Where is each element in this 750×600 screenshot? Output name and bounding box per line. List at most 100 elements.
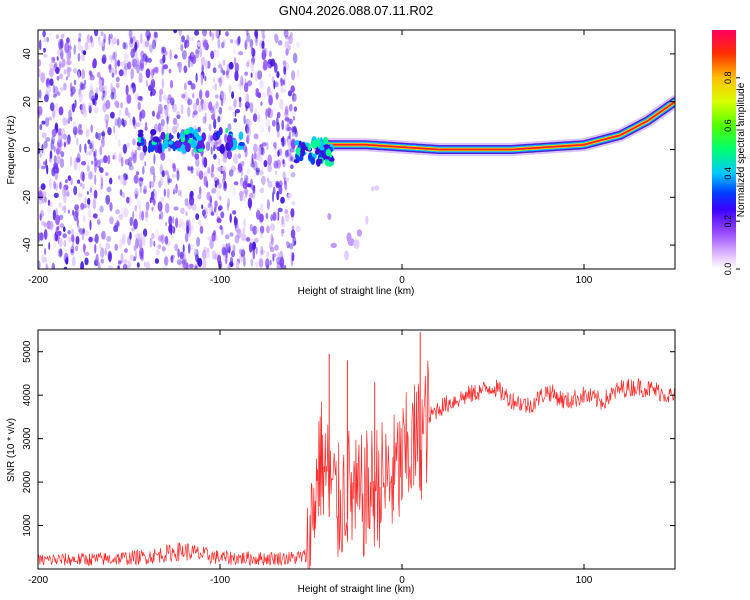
noise-blob bbox=[67, 209, 70, 214]
noise-blob bbox=[186, 34, 190, 44]
signal-blob bbox=[180, 136, 185, 143]
noise-blob bbox=[99, 186, 102, 195]
noise-blob bbox=[72, 67, 78, 74]
noise-blob bbox=[242, 180, 248, 190]
noise-blob bbox=[274, 244, 279, 251]
noise-blob bbox=[100, 247, 105, 258]
noise-blob bbox=[128, 39, 134, 48]
noise-blob bbox=[282, 159, 285, 165]
noise-blob bbox=[231, 165, 236, 172]
noise-blob bbox=[67, 117, 71, 125]
noise-blob bbox=[281, 119, 285, 131]
noise-blob bbox=[275, 116, 279, 126]
noise-blob bbox=[98, 85, 104, 93]
noise-blob bbox=[292, 116, 296, 121]
noise-blob bbox=[140, 254, 145, 262]
noise-blob bbox=[222, 70, 226, 76]
noise-blob bbox=[79, 81, 84, 91]
noise-blob bbox=[113, 51, 118, 60]
noise-blob bbox=[112, 37, 117, 45]
noise-blob bbox=[237, 153, 242, 159]
noise-blob bbox=[56, 75, 60, 81]
noise-blob bbox=[188, 263, 194, 269]
noise-blob bbox=[100, 258, 105, 264]
signal-blob bbox=[319, 141, 325, 151]
noise-blob bbox=[107, 250, 113, 262]
noise-blob bbox=[194, 265, 198, 269]
noise-blob bbox=[114, 130, 119, 141]
noise-blob bbox=[70, 245, 75, 256]
noise-blob bbox=[151, 39, 157, 50]
noise-blob bbox=[209, 30, 212, 37]
noise-blob bbox=[153, 190, 157, 200]
noise-blob bbox=[210, 211, 215, 216]
noise-blob bbox=[153, 153, 156, 165]
snr-ytick-label: 2000 bbox=[22, 471, 33, 494]
noise-blob bbox=[255, 261, 259, 268]
noise-blob bbox=[75, 157, 81, 163]
noise-blob bbox=[131, 148, 134, 159]
noise-blob bbox=[276, 71, 280, 79]
noise-blob bbox=[205, 253, 211, 259]
noise-blob bbox=[233, 48, 236, 55]
noise-blob bbox=[173, 187, 179, 193]
noise-blob bbox=[227, 197, 231, 208]
noise-blob bbox=[125, 174, 129, 180]
noise-blob bbox=[160, 152, 166, 161]
noise-blob bbox=[267, 63, 271, 69]
noise-blob bbox=[236, 228, 242, 239]
noise-blob bbox=[103, 85, 108, 91]
noise-blob bbox=[130, 68, 135, 79]
noise-blob bbox=[98, 35, 101, 46]
noise-blob bbox=[283, 30, 289, 38]
noise-blob bbox=[139, 210, 143, 221]
noise-blob bbox=[210, 135, 213, 142]
noise-blob bbox=[124, 107, 129, 116]
noise-blob bbox=[204, 75, 207, 82]
noise-blob bbox=[146, 260, 149, 269]
spec-ytick-label: 0 bbox=[22, 146, 33, 152]
noise-blob bbox=[108, 55, 114, 60]
noise-blob bbox=[280, 78, 284, 87]
noise-blob bbox=[179, 251, 184, 260]
signal-blob bbox=[190, 139, 198, 149]
noise-blob bbox=[56, 56, 59, 61]
noise-blob bbox=[163, 94, 167, 101]
signal-blob bbox=[174, 141, 182, 149]
noise-blob bbox=[84, 159, 87, 164]
noise-blob bbox=[285, 212, 290, 222]
noise-blob bbox=[198, 186, 202, 196]
noise-blob bbox=[43, 229, 48, 240]
noise-blob bbox=[170, 225, 173, 236]
noise-blob bbox=[271, 119, 276, 127]
noise-blob bbox=[246, 32, 251, 43]
noise-blob bbox=[231, 250, 235, 258]
noise-blob bbox=[164, 256, 169, 266]
noise-blob bbox=[205, 90, 210, 98]
noise-blob bbox=[86, 33, 90, 44]
noise-blob bbox=[284, 88, 287, 93]
noise-blob bbox=[199, 89, 203, 100]
noise-blob bbox=[57, 48, 61, 57]
noise-blob bbox=[290, 172, 296, 178]
noise-blob bbox=[284, 149, 289, 158]
noise-blob bbox=[243, 174, 249, 181]
noise-blob bbox=[222, 170, 226, 181]
noise-blob bbox=[73, 185, 78, 196]
noise-blob bbox=[151, 206, 154, 211]
noise-blob bbox=[250, 61, 254, 72]
noise-blob bbox=[59, 73, 63, 80]
noise-blob bbox=[170, 255, 174, 263]
signal-blob bbox=[374, 185, 380, 191]
noise-blob bbox=[149, 44, 153, 53]
noise-blob bbox=[263, 59, 268, 71]
noise-blob bbox=[267, 154, 273, 166]
noise-blob bbox=[161, 66, 164, 76]
noise-blob bbox=[76, 217, 79, 228]
noise-blob bbox=[262, 92, 267, 98]
signal-blob bbox=[168, 132, 172, 142]
noise-blob bbox=[45, 265, 49, 269]
noise-blob bbox=[77, 52, 81, 62]
signal-blob bbox=[344, 250, 349, 261]
noise-blob bbox=[126, 196, 130, 204]
